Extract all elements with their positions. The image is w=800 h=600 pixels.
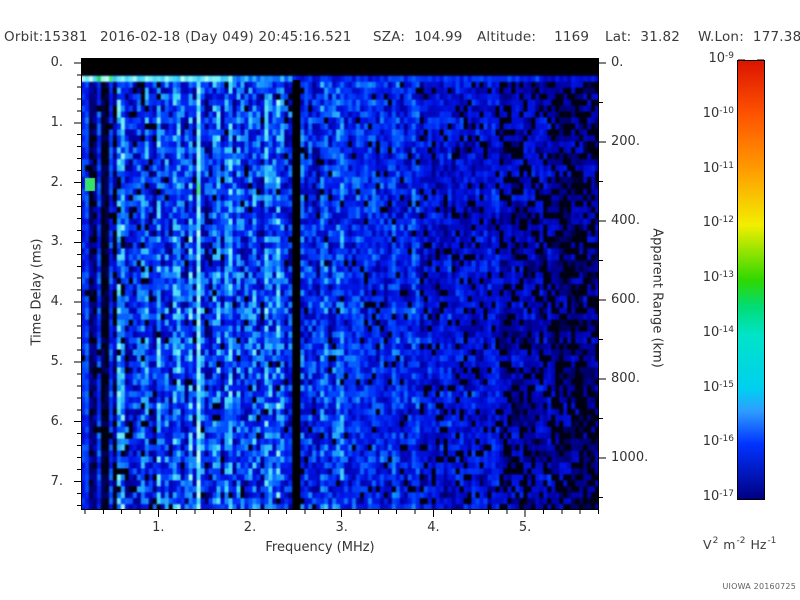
- left-tick-label: 7.: [50, 473, 63, 489]
- datetime-label: 2016-02-18 (Day 049) 20:45:16.521: [100, 29, 352, 45]
- left-tick-label: 6.: [50, 413, 63, 429]
- colorbar-tick-label: 10-9: [708, 51, 734, 66]
- x-axis-title: Frequency (MHz): [265, 540, 375, 555]
- colorbar-tick-label: 10-10: [702, 105, 734, 121]
- x-tick-label: 5.: [518, 520, 532, 535]
- colorbar-tick-label: 10-14: [702, 324, 734, 340]
- colorbar-unit-label: V 2 m -2 Hz -1: [703, 536, 781, 552]
- x-tick-label: 3.: [335, 520, 348, 535]
- colorbar-tick-label: 10-16: [702, 434, 734, 450]
- altitude-label: Altitude: 1169: [477, 29, 590, 45]
- colorbar: [737, 60, 765, 500]
- unit-base: Hz: [750, 537, 767, 552]
- x-tick-label: 2.: [243, 520, 257, 535]
- sza-label: SZA: 104.99: [373, 29, 463, 45]
- unit-exponent: 2: [712, 536, 719, 546]
- orbit-label: Orbit:15381: [4, 29, 88, 45]
- left-tick-label: 3.: [50, 234, 63, 250]
- right-tick-label: 1000.: [611, 450, 649, 465]
- colorbar-tick-label: 10-12: [702, 215, 734, 231]
- latitude-label: Lat: 31.82: [605, 29, 681, 45]
- unit-exponent: -2: [736, 536, 746, 546]
- right-axis-title: Apparent Range (km): [649, 228, 665, 368]
- colorbar-tick-label: 10-13: [702, 270, 734, 285]
- x-tick-label: 4.: [427, 520, 440, 535]
- left-tick-label: 0.: [50, 55, 63, 70]
- right-tick-label: 0.: [611, 55, 624, 70]
- left-tick-label: 4.: [50, 294, 63, 310]
- right-tick-label: 800.: [611, 371, 640, 386]
- right-tick-label: 200.: [611, 134, 640, 149]
- longitude-label: W.Lon: 177.38: [698, 29, 800, 45]
- left-tick-label: 5.: [50, 353, 63, 369]
- colorbar-tick-label: 10-17: [702, 489, 734, 504]
- right-tick-label: 400.: [611, 213, 640, 228]
- left-tick-label: 1.: [50, 114, 63, 130]
- left-tick-label: 2.: [50, 174, 63, 190]
- unit-base: m: [723, 537, 736, 552]
- spectrogram-canvas: [81, 58, 599, 510]
- colorbar-tick-label: 10-15: [702, 379, 734, 395]
- right-tick-label: 600.: [611, 292, 640, 307]
- unit-exponent: -1: [767, 536, 777, 546]
- watermark: UIOWA 20160725: [722, 582, 796, 591]
- colorbar-tick-label: 10-11: [702, 160, 734, 176]
- unit-base: V: [703, 537, 712, 552]
- left-axis-title: Time Delay (ms): [29, 238, 45, 346]
- x-tick-label: 1.: [152, 520, 165, 535]
